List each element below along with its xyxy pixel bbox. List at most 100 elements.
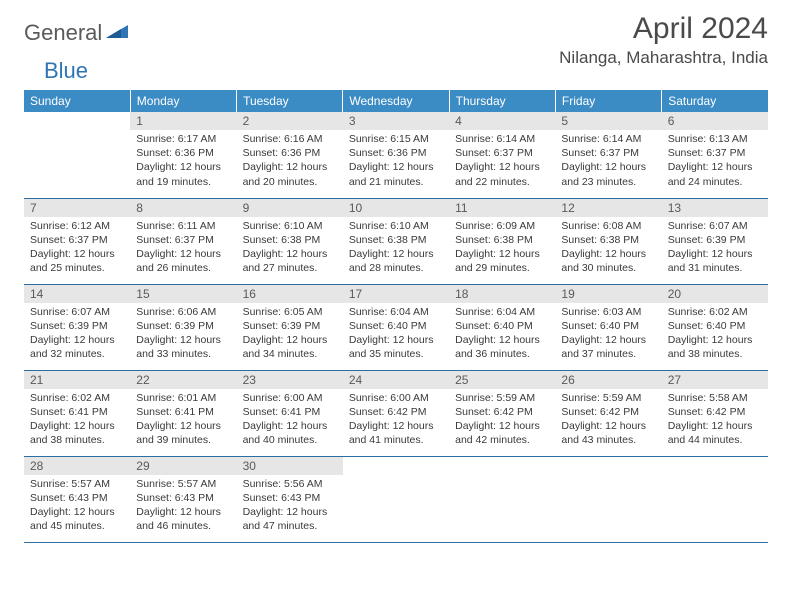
day-header: Thursday — [449, 90, 555, 112]
sunrise-line: Sunrise: 6:00 AM — [243, 391, 337, 405]
sunset-line: Sunset: 6:37 PM — [30, 233, 124, 247]
cell-body: Sunrise: 6:09 AMSunset: 6:38 PMDaylight:… — [449, 217, 555, 280]
calendar-week-row: 14Sunrise: 6:07 AMSunset: 6:39 PMDayligh… — [24, 284, 768, 370]
sunset-line: Sunset: 6:40 PM — [455, 319, 549, 333]
calendar-cell: 14Sunrise: 6:07 AMSunset: 6:39 PMDayligh… — [24, 284, 130, 370]
sunset-line: Sunset: 6:39 PM — [30, 319, 124, 333]
cell-body: Sunrise: 6:17 AMSunset: 6:36 PMDaylight:… — [130, 130, 236, 193]
day-header: Monday — [130, 90, 236, 112]
calendar-table: SundayMondayTuesdayWednesdayThursdayFrid… — [24, 90, 768, 543]
logo-text-blue: Blue — [44, 58, 88, 84]
sunrise-line: Sunrise: 5:57 AM — [30, 477, 124, 491]
sunset-line: Sunset: 6:41 PM — [243, 405, 337, 419]
day-number: 29 — [130, 457, 236, 475]
daylight-line: Daylight: 12 hours and 25 minutes. — [30, 247, 124, 275]
cell-body: Sunrise: 6:02 AMSunset: 6:41 PMDaylight:… — [24, 389, 130, 452]
sunrise-line: Sunrise: 6:15 AM — [349, 132, 443, 146]
sunset-line: Sunset: 6:41 PM — [136, 405, 230, 419]
daylight-line: Daylight: 12 hours and 36 minutes. — [455, 333, 549, 361]
sunrise-line: Sunrise: 6:02 AM — [668, 305, 762, 319]
calendar-cell: 22 Sunrise: 6:01 AMSunset: 6:41 PMDayligh… — [130, 370, 236, 456]
daylight-line: Daylight: 12 hours and 42 minutes. — [455, 419, 549, 447]
calendar-week-row: 21Sunrise: 6:02 AMSunset: 6:41 PMDayligh… — [24, 370, 768, 456]
calendar-cell: 6Sunrise: 6:13 AMSunset: 6:37 PMDaylight… — [662, 112, 768, 198]
cell-body: Sunrise: 6:08 AMSunset: 6:38 PMDaylight:… — [555, 217, 661, 280]
sunset-line: Sunset: 6:39 PM — [668, 233, 762, 247]
day-number: 20 — [662, 285, 768, 303]
sunset-line: Sunset: 6:37 PM — [136, 233, 230, 247]
daylight-line: Daylight: 12 hours and 26 minutes. — [136, 247, 230, 275]
logo-triangle-icon — [106, 23, 128, 44]
calendar-cell: 28Sunrise: 5:57 AMSunset: 6:43 PMDayligh… — [24, 456, 130, 542]
calendar-cell: 15Sunrise: 6:06 AMSunset: 6:39 PMDayligh… — [130, 284, 236, 370]
daylight-line: Daylight: 12 hours and 41 minutes. — [349, 419, 443, 447]
cell-body: Sunrise: 6:10 AMSunset: 6:38 PMDaylight:… — [237, 217, 343, 280]
daylight-line: Daylight: 12 hours and 44 minutes. — [668, 419, 762, 447]
sunset-line: Sunset: 6:40 PM — [668, 319, 762, 333]
day-number: 22 — [130, 371, 236, 389]
calendar-cell: 2Sunrise: 6:16 AMSunset: 6:36 PMDaylight… — [237, 112, 343, 198]
day-number: 7 — [24, 199, 130, 217]
sunrise-line: Sunrise: 6:01 AM — [136, 391, 230, 405]
day-number: 1 — [130, 112, 236, 130]
sunrise-line: Sunrise: 6:08 AM — [561, 219, 655, 233]
day-header: Sunday — [24, 90, 130, 112]
day-number: 19 — [555, 285, 661, 303]
daylight-line: Daylight: 12 hours and 45 minutes. — [30, 505, 124, 533]
calendar-cell: 5Sunrise: 6:14 AMSunset: 6:37 PMDaylight… — [555, 112, 661, 198]
day-number: 6 — [662, 112, 768, 130]
sunset-line: Sunset: 6:40 PM — [561, 319, 655, 333]
day-number: 2 — [237, 112, 343, 130]
sunrise-line: Sunrise: 6:04 AM — [349, 305, 443, 319]
day-number: 18 — [449, 285, 555, 303]
sunset-line: Sunset: 6:40 PM — [349, 319, 443, 333]
calendar-cell: 13Sunrise: 6:07 AMSunset: 6:39 PMDayligh… — [662, 198, 768, 284]
sunset-line: Sunset: 6:38 PM — [243, 233, 337, 247]
sunset-line: Sunset: 6:36 PM — [243, 146, 337, 160]
daylight-line: Daylight: 12 hours and 34 minutes. — [243, 333, 337, 361]
calendar-cell: 24Sunrise: 6:00 AMSunset: 6:42 PMDayligh… — [343, 370, 449, 456]
sunset-line: Sunset: 6:36 PM — [136, 146, 230, 160]
day-number: 8 — [130, 199, 236, 217]
sunset-line: Sunset: 6:42 PM — [668, 405, 762, 419]
sunset-line: Sunset: 6:39 PM — [136, 319, 230, 333]
calendar-cell: 11Sunrise: 6:09 AMSunset: 6:38 PMDayligh… — [449, 198, 555, 284]
sunrise-line: Sunrise: 6:00 AM — [349, 391, 443, 405]
sunrise-line: Sunrise: 6:07 AM — [668, 219, 762, 233]
calendar-body: 1Sunrise: 6:17 AMSunset: 6:36 PMDaylight… — [24, 112, 768, 542]
cell-body: Sunrise: 6:11 AMSunset: 6:37 PMDaylight:… — [130, 217, 236, 280]
calendar-cell: 9Sunrise: 6:10 AMSunset: 6:38 PMDaylight… — [237, 198, 343, 284]
calendar-cell: 17Sunrise: 6:04 AMSunset: 6:40 PMDayligh… — [343, 284, 449, 370]
day-header: Friday — [555, 90, 661, 112]
sunrise-line: Sunrise: 5:57 AM — [136, 477, 230, 491]
daylight-line: Daylight: 12 hours and 28 minutes. — [349, 247, 443, 275]
daylight-line: Daylight: 12 hours and 43 minutes. — [561, 419, 655, 447]
calendar-week-row: 7Sunrise: 6:12 AMSunset: 6:37 PMDaylight… — [24, 198, 768, 284]
logo-text-general: General — [24, 20, 102, 46]
sunrise-line: Sunrise: 6:14 AM — [561, 132, 655, 146]
daylight-line: Daylight: 12 hours and 24 minutes. — [668, 160, 762, 188]
cell-body: Sunrise: 6:14 AMSunset: 6:37 PMDaylight:… — [555, 130, 661, 193]
daylight-line: Daylight: 12 hours and 19 minutes. — [136, 160, 230, 188]
daylight-line: Daylight: 12 hours and 39 minutes. — [136, 419, 230, 447]
sunrise-line: Sunrise: 6:10 AM — [243, 219, 337, 233]
cell-body: Sunrise: 6:02 AMSunset: 6:40 PMDaylight:… — [662, 303, 768, 366]
day-number: 23 — [237, 371, 343, 389]
daylight-line: Daylight: 12 hours and 46 minutes. — [136, 505, 230, 533]
calendar-cell: 12Sunrise: 6:08 AMSunset: 6:38 PMDayligh… — [555, 198, 661, 284]
cell-body: Sunrise: 6:00 AMSunset: 6:42 PMDaylight:… — [343, 389, 449, 452]
calendar-cell: 29Sunrise: 5:57 AMSunset: 6:43 PMDayligh… — [130, 456, 236, 542]
day-number: 4 — [449, 112, 555, 130]
sunrise-line: Sunrise: 6:07 AM — [30, 305, 124, 319]
calendar-page: General April 2024 Nilanga, Maharashtra,… — [0, 0, 792, 555]
cell-body: Sunrise: 6:04 AMSunset: 6:40 PMDaylight:… — [343, 303, 449, 366]
sunset-line: Sunset: 6:43 PM — [243, 491, 337, 505]
daylight-line: Daylight: 12 hours and 38 minutes. — [668, 333, 762, 361]
calendar-cell: 1Sunrise: 6:17 AMSunset: 6:36 PMDaylight… — [130, 112, 236, 198]
daylight-line: Daylight: 12 hours and 27 minutes. — [243, 247, 337, 275]
sunrise-line: Sunrise: 6:13 AM — [668, 132, 762, 146]
logo: General — [24, 12, 130, 46]
sunset-line: Sunset: 6:38 PM — [455, 233, 549, 247]
sunrise-line: Sunrise: 6:17 AM — [136, 132, 230, 146]
cell-body: Sunrise: 5:59 AMSunset: 6:42 PMDaylight:… — [555, 389, 661, 452]
